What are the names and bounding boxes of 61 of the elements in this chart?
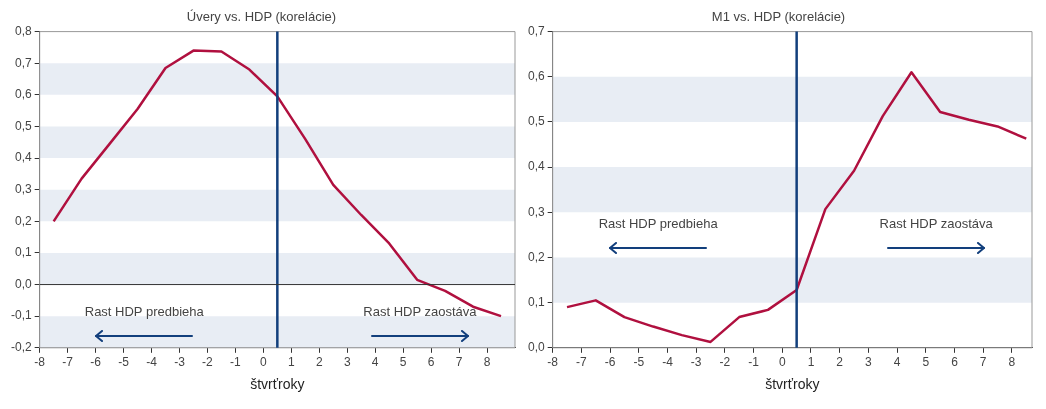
y-tick-label: 0,8	[14, 23, 32, 38]
x-tick-label: 7	[455, 355, 463, 370]
y-tick-label: 0,1	[14, 245, 32, 260]
y-tick-label: 0,4	[527, 159, 545, 174]
x-tick-label: -2	[719, 355, 731, 370]
x-tick-label: -7	[62, 355, 74, 370]
chart-title: M1 vs. HDP (korelácie)	[711, 9, 846, 25]
x-axis-title: štvrťroky	[250, 376, 305, 393]
x-tick-label: -5	[633, 355, 645, 370]
x-tick-label: -6	[90, 355, 102, 370]
x-tick-label: -5	[118, 355, 130, 370]
y-tick-label: 0,1	[527, 294, 545, 309]
annotation: Rast HDP zaostáva	[879, 215, 994, 231]
y-tick-label: 0,5	[14, 118, 32, 133]
x-tick-label: 6	[951, 355, 959, 370]
y-tick-label: 0,2	[14, 213, 32, 228]
x-tick-label: -3	[174, 355, 186, 370]
x-tick-label: 4	[893, 355, 901, 370]
y-tick-label: 0,2	[527, 249, 545, 264]
x-tick-label: -8	[547, 355, 559, 370]
y-tick-label: -0,2	[10, 340, 32, 355]
y-tick-label: 0,0	[14, 276, 32, 291]
x-tick-label: -1	[748, 355, 760, 370]
annotation: Rast HDP predbieha	[84, 304, 205, 320]
y-tick-label: 0,3	[527, 204, 545, 219]
x-tick-label: 2	[315, 355, 323, 370]
x-tick-label: 1	[807, 355, 815, 370]
x-axis-title: štvrťroky	[765, 376, 820, 393]
x-tick-label: 6	[427, 355, 435, 370]
x-tick-label: -4	[146, 355, 158, 370]
x-tick-label: -1	[230, 355, 242, 370]
x-tick-label: 0	[778, 355, 786, 370]
y-tick-label: 0,4	[14, 150, 32, 165]
y-tick-label: 0,5	[527, 114, 545, 129]
x-tick-label: 5	[922, 355, 930, 370]
x-tick-label: 7	[979, 355, 987, 370]
x-tick-label: 4	[371, 355, 379, 370]
x-tick-label: 3	[865, 355, 873, 370]
x-tick-label: -4	[662, 355, 674, 370]
x-tick-label: 3	[343, 355, 351, 370]
x-tick-label: 0	[260, 355, 268, 370]
x-tick-label: 8	[483, 355, 491, 370]
x-tick-label: -3	[690, 355, 702, 370]
x-tick-label: -7	[576, 355, 588, 370]
y-tick-label: 0,7	[527, 23, 545, 38]
y-tick-label: -0,1	[10, 308, 32, 323]
annotation: Rast HDP predbieha	[598, 215, 719, 231]
chart-title: Úvery vs. HDP (korelácie)	[186, 9, 337, 25]
y-tick-label: 0,3	[14, 182, 32, 197]
y-tick-label: 0,7	[14, 55, 32, 70]
x-tick-label: 2	[836, 355, 844, 370]
x-tick-label: 8	[1008, 355, 1016, 370]
x-tick-label: -8	[34, 355, 46, 370]
x-tick-label: -2	[202, 355, 214, 370]
y-tick-label: 0,6	[14, 87, 32, 102]
x-tick-label: -6	[604, 355, 616, 370]
y-tick-label: 0,6	[527, 69, 545, 84]
y-tick-label: 0,0	[527, 340, 545, 355]
x-tick-label: 1	[287, 355, 295, 370]
x-tick-label: 5	[399, 355, 407, 370]
annotation: Rast HDP zaostáva	[363, 304, 478, 320]
